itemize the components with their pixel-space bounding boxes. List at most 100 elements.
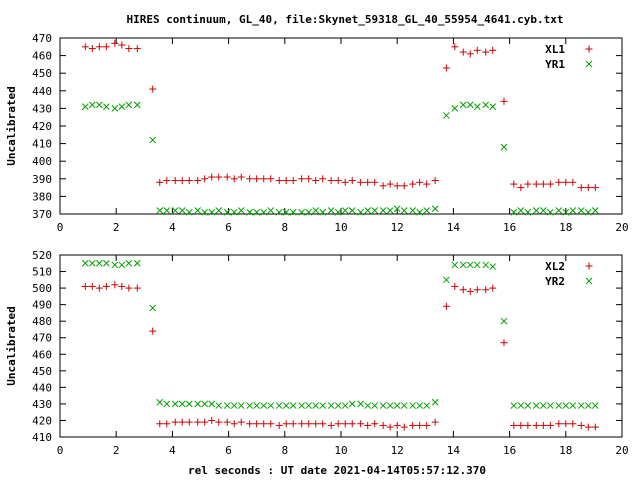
data-point-xl2 — [171, 418, 179, 426]
data-point-xl2 — [334, 420, 342, 428]
data-point-yr2 — [185, 400, 193, 408]
data-point-xl2 — [215, 418, 223, 426]
data-point-xl1 — [133, 45, 141, 53]
data-point-yr1 — [546, 208, 554, 216]
x-tick-label: 16 — [503, 444, 516, 457]
data-point-xl1 — [194, 177, 202, 185]
data-point-yr1 — [539, 207, 547, 214]
data-point-yr2 — [539, 402, 547, 409]
x-tick-label: 0 — [57, 444, 64, 457]
data-point-yr1 — [379, 207, 387, 214]
data-point-yr1 — [149, 136, 157, 144]
data-point-yr2 — [334, 402, 342, 409]
plot-frame — [59, 37, 623, 215]
data-point-xl2 — [95, 284, 103, 292]
data-point-yr2 — [341, 402, 349, 409]
data-point-yr2 — [386, 402, 394, 409]
data-point-xl2 — [393, 421, 401, 429]
data-point-xl2 — [451, 282, 459, 290]
data-point-yr1 — [393, 205, 401, 213]
y-tick-label: 440 — [32, 85, 52, 98]
data-point-xl1 — [289, 177, 297, 185]
data-point-yr2 — [312, 402, 320, 409]
data-point-xl2 — [569, 420, 577, 428]
legend-label: YR2 — [545, 275, 565, 288]
data-point-xl1 — [577, 184, 585, 192]
data-point-yr2 — [81, 259, 89, 267]
data-point-yr1 — [125, 101, 133, 109]
data-point-xl1 — [81, 43, 89, 51]
data-point-yr2 — [305, 402, 313, 409]
data-point-yr2 — [237, 402, 245, 409]
data-point-xl1 — [201, 175, 209, 183]
data-point-yr1 — [416, 208, 424, 216]
data-point-xl1 — [466, 50, 474, 58]
data-point-xl1 — [149, 85, 157, 93]
data-point-yr1 — [171, 207, 179, 214]
y-tick-label: 500 — [32, 282, 52, 295]
data-point-xl2 — [577, 421, 585, 429]
data-point-yr1 — [163, 207, 171, 214]
data-point-yr2 — [230, 402, 238, 409]
data-point-xl1 — [237, 173, 245, 181]
x-tick-label: 4 — [169, 444, 176, 457]
data-point-yr2 — [163, 400, 171, 408]
data-point-yr2 — [400, 402, 408, 409]
data-point-yr2 — [253, 402, 261, 409]
data-point-yr2 — [466, 261, 474, 269]
data-point-xl2 — [102, 282, 110, 290]
data-point-yr1 — [591, 207, 599, 214]
data-point-xl2 — [327, 421, 335, 429]
data-point-yr1 — [156, 207, 164, 214]
data-point-xl2 — [237, 418, 245, 426]
y-tick-label: 520 — [32, 249, 52, 262]
data-point-yr1 — [81, 103, 89, 110]
y-tick-label: 450 — [32, 365, 52, 378]
data-point-yr2 — [298, 402, 306, 409]
data-point-yr2 — [282, 402, 290, 409]
data-point-xl2 — [125, 284, 133, 292]
data-point-yr2 — [451, 261, 459, 269]
x-tick-label: 18 — [559, 444, 572, 457]
data-point-xl1 — [118, 41, 126, 49]
data-point-yr2 — [517, 402, 525, 409]
y-axis-label: Uncalibrated — [5, 86, 18, 165]
data-point-xl2 — [489, 284, 497, 292]
data-point-yr2 — [577, 402, 585, 409]
x-tick-label: 20 — [615, 444, 628, 457]
data-point-yr1 — [459, 101, 467, 109]
y-tick-label: 430 — [32, 398, 52, 411]
data-point-yr2 — [459, 261, 467, 269]
data-point-xl1 — [327, 177, 335, 185]
x-tick-label: 4 — [169, 221, 176, 234]
data-point-yr2 — [201, 400, 209, 408]
data-point-yr2 — [289, 402, 297, 409]
data-point-yr2 — [103, 259, 110, 267]
data-point-yr1 — [88, 101, 96, 109]
data-point-yr1 — [275, 208, 283, 216]
data-point-yr1 — [473, 103, 481, 110]
y-tick-label: 460 — [32, 50, 52, 63]
x-tick-label: 20 — [615, 221, 628, 234]
x-tick-label: 14 — [447, 444, 461, 457]
data-point-xl1 — [400, 182, 408, 190]
data-point-yr1 — [386, 207, 394, 214]
legend-marker-x — [585, 277, 593, 285]
x-tick-label: 8 — [281, 221, 288, 234]
bottom-panel: 410 420 430 440 450 460 470 480 490 500 510 520 0 2 4 6… — [5, 249, 629, 457]
data-point-yr1 — [312, 207, 320, 214]
data-point-xl2 — [81, 282, 89, 290]
data-point-xl2 — [555, 420, 563, 428]
data-point-yr1 — [95, 101, 103, 109]
data-point-yr2 — [319, 402, 327, 409]
data-point-xl2 — [282, 420, 290, 428]
data-point-xl2 — [267, 420, 275, 428]
data-point-xl2 — [591, 423, 599, 431]
data-point-yr1 — [327, 207, 335, 214]
data-point-xl2 — [546, 421, 554, 429]
y-tick-label: 450 — [32, 67, 52, 80]
data-point-yr2 — [409, 402, 417, 409]
data-point-yr1 — [178, 207, 186, 214]
data-point-yr1 — [451, 105, 459, 112]
